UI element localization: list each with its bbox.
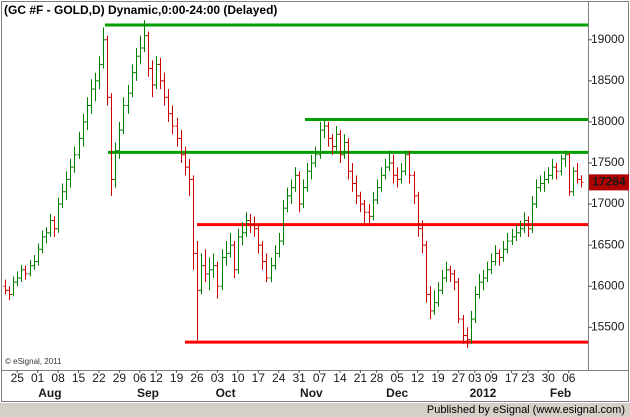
x-tick-label: 17	[252, 371, 266, 385]
x-tick-label: 06	[133, 371, 147, 385]
x-tick-label: 26	[190, 371, 204, 385]
x-tick-label: 01	[31, 371, 45, 385]
x-tick-label: 23	[521, 371, 535, 385]
last-price-box	[589, 174, 629, 191]
month-label: Dec	[386, 386, 408, 400]
x-tick-label: 25	[11, 371, 25, 385]
date-axis-frame	[1, 370, 629, 402]
x-tick-label: 06	[562, 371, 576, 385]
x-tick-label: 22	[92, 371, 106, 385]
footer: Published by eSignal (www.esignal.com)	[427, 404, 625, 416]
month-label: Feb	[550, 386, 571, 400]
x-tick-label: 12	[149, 371, 163, 385]
x-tick-label: 12	[411, 371, 425, 385]
x-tick-label: 09	[484, 371, 498, 385]
y-tick-label: 19000	[591, 32, 625, 46]
x-tick-label: 30	[542, 371, 556, 385]
y-tick-label: 16000	[591, 278, 625, 292]
month-label: 2012	[470, 386, 497, 400]
x-tick-label: 29	[113, 371, 127, 385]
y-tick-label: 15500	[591, 319, 625, 333]
x-tick-label: 17	[505, 371, 519, 385]
y-tick-label: 18500	[591, 73, 625, 87]
x-tick-label: 03	[468, 371, 482, 385]
x-tick-label: 15	[72, 371, 86, 385]
copyright: © eSignal, 2011	[5, 357, 62, 366]
chart-title: (GC #F - GOLD,D) Dynamic,0:00-24:00 (Del…	[4, 3, 277, 17]
x-tick-label: 27	[452, 371, 466, 385]
x-tick-label: 08	[51, 371, 65, 385]
y-tick-label: 17000	[591, 196, 625, 210]
x-tick-label: 07	[313, 371, 327, 385]
month-label: Sep	[137, 386, 159, 400]
y-tick-label: 16500	[591, 237, 625, 251]
month-label: Aug	[38, 386, 61, 400]
y-tick-label: 18000	[591, 114, 625, 128]
month-label: Oct	[216, 386, 236, 400]
x-tick-label: 03	[211, 371, 225, 385]
y-tick-label: 17500	[591, 155, 625, 169]
last-price-label: 17264	[592, 175, 626, 189]
footer-bar	[0, 403, 630, 417]
x-tick-label: 19	[431, 371, 445, 385]
x-tick-label: 31	[292, 371, 306, 385]
x-tick-label: 28	[370, 371, 384, 385]
x-tick-label: 10	[231, 371, 245, 385]
x-tick-label: 14	[333, 371, 347, 385]
x-tick-label: 19	[170, 371, 184, 385]
x-tick-label: 21	[354, 371, 368, 385]
x-tick-label: 24	[272, 371, 286, 385]
x-tick-label: 05	[390, 371, 404, 385]
month-label: Nov	[300, 386, 323, 400]
